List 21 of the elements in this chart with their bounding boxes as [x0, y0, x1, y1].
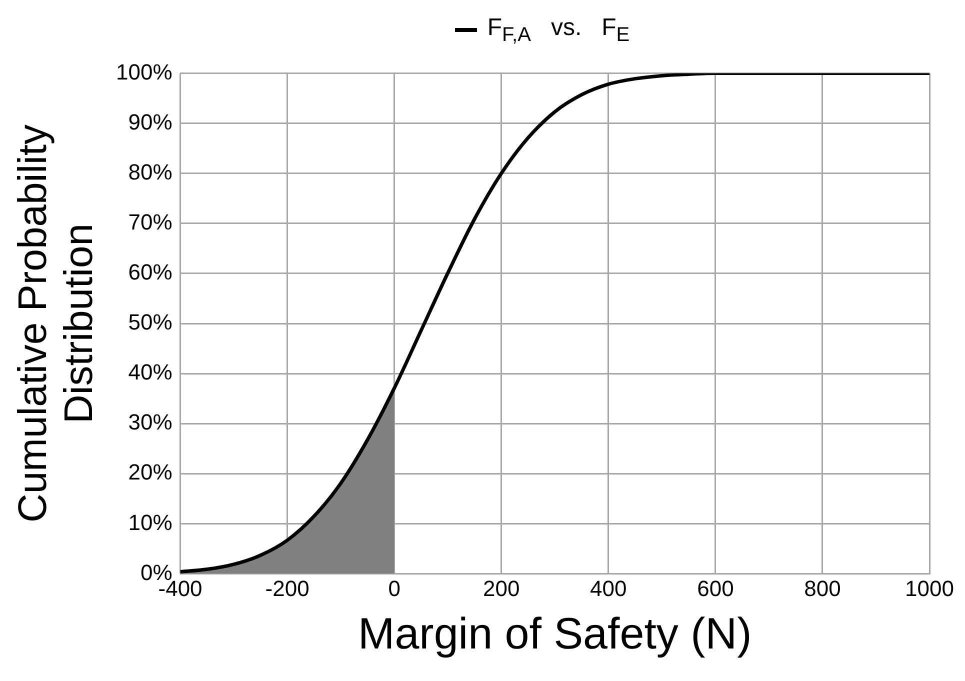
legend-label: F$_{F,A}$ vs. F$_{E}$	[487, 14, 630, 46]
x-tick-label: 200	[483, 576, 520, 602]
y-axis-title: Cumulative Probability Distribution	[11, 124, 102, 522]
line-series	[180, 73, 930, 574]
x-axis-title: Margin of Safety (N)	[358, 610, 752, 659]
y-tick-label: 100%	[116, 59, 172, 84]
y-tick-label: 70%	[128, 209, 172, 234]
x-tick-label: 600	[697, 576, 734, 602]
y-tick-label: 50%	[128, 310, 172, 335]
x-tick-label: 0	[388, 576, 400, 602]
x-tick-label: 800	[804, 576, 841, 602]
y-tick-label: 90%	[128, 109, 172, 134]
y-tick-label: 10%	[128, 510, 172, 535]
y-tick-label: 20%	[128, 460, 172, 485]
y-tick-label: 40%	[128, 360, 172, 385]
x-tick-label: 400	[590, 576, 627, 602]
y-tick-label: 60%	[128, 260, 172, 285]
x-tick-label: 1000	[905, 576, 954, 602]
y-tick-label: 80%	[128, 159, 172, 184]
x-tick-label: -200	[265, 576, 310, 602]
y-tick-label: 30%	[128, 410, 172, 435]
